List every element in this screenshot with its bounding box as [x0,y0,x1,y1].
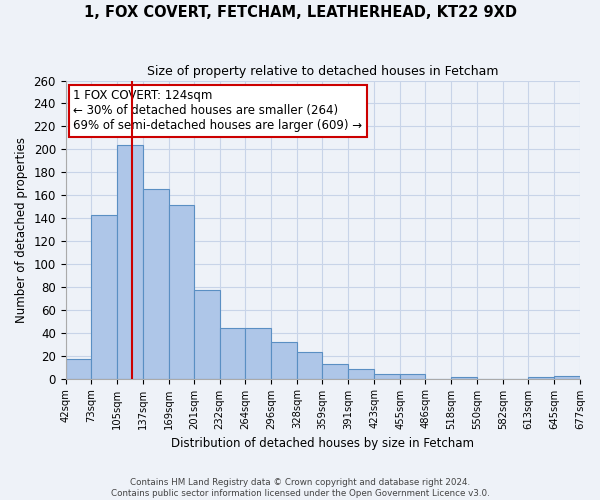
Bar [169,206,194,378]
Title: Size of property relative to detached houses in Fetcham: Size of property relative to detached ho… [147,65,499,78]
Text: Contains HM Land Registry data © Crown copyright and database right 2024.
Contai: Contains HM Land Registry data © Crown c… [110,478,490,498]
Bar [554,376,580,378]
Y-axis label: Number of detached properties: Number of detached properties [15,136,28,322]
Bar [271,342,298,378]
Text: 1, FOX COVERT, FETCHAM, LEATHERHEAD, KT22 9XD: 1, FOX COVERT, FETCHAM, LEATHERHEAD, KT2… [83,5,517,20]
Bar [400,374,425,378]
Bar [220,328,245,378]
X-axis label: Distribution of detached houses by size in Fetcham: Distribution of detached houses by size … [172,437,475,450]
Bar [143,190,169,378]
Bar [374,374,400,378]
Bar [349,370,374,378]
Bar [91,214,116,378]
Bar [245,328,271,378]
Bar [65,359,91,378]
Bar [194,290,220,378]
Bar [116,144,143,378]
Text: 1 FOX COVERT: 124sqm
← 30% of detached houses are smaller (264)
69% of semi-deta: 1 FOX COVERT: 124sqm ← 30% of detached h… [73,90,362,132]
Bar [298,352,322,378]
Bar [322,364,349,378]
